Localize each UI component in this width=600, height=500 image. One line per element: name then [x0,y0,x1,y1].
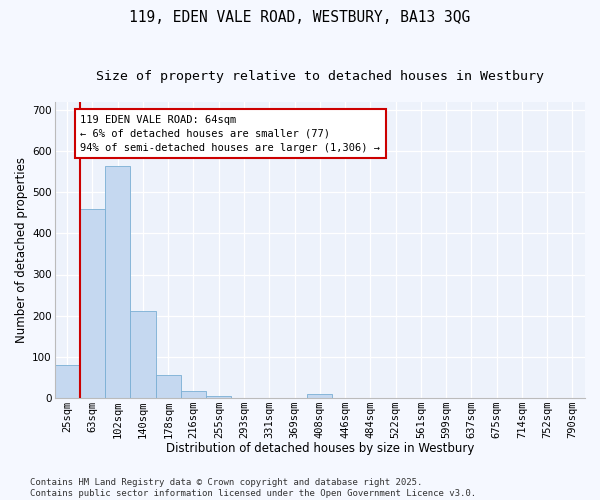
Bar [206,396,232,398]
Text: Contains HM Land Registry data © Crown copyright and database right 2025.
Contai: Contains HM Land Registry data © Crown c… [30,478,476,498]
Text: 119, EDEN VALE ROAD, WESTBURY, BA13 3QG: 119, EDEN VALE ROAD, WESTBURY, BA13 3QG [130,10,470,25]
X-axis label: Distribution of detached houses by size in Westbury: Distribution of detached houses by size … [166,442,474,455]
Title: Size of property relative to detached houses in Westbury: Size of property relative to detached ho… [96,70,544,83]
Bar [155,375,181,398]
Bar [80,209,105,398]
Bar [130,312,155,398]
Y-axis label: Number of detached properties: Number of detached properties [15,157,28,343]
Bar [181,390,206,398]
Text: 119 EDEN VALE ROAD: 64sqm
← 6% of detached houses are smaller (77)
94% of semi-d: 119 EDEN VALE ROAD: 64sqm ← 6% of detach… [80,114,380,152]
Bar [55,364,80,398]
Bar [105,166,130,398]
Bar [307,394,332,398]
